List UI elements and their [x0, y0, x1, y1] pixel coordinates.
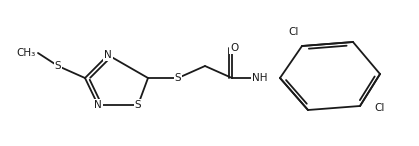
Text: O: O: [230, 43, 238, 53]
Text: Cl: Cl: [374, 103, 384, 113]
Text: CH₃: CH₃: [17, 48, 36, 58]
Text: NH: NH: [252, 73, 268, 83]
Text: S: S: [134, 100, 141, 110]
Text: S: S: [175, 73, 181, 83]
Text: N: N: [94, 100, 102, 110]
Text: Cl: Cl: [289, 27, 299, 37]
Text: S: S: [55, 61, 61, 71]
Text: N: N: [104, 50, 112, 60]
